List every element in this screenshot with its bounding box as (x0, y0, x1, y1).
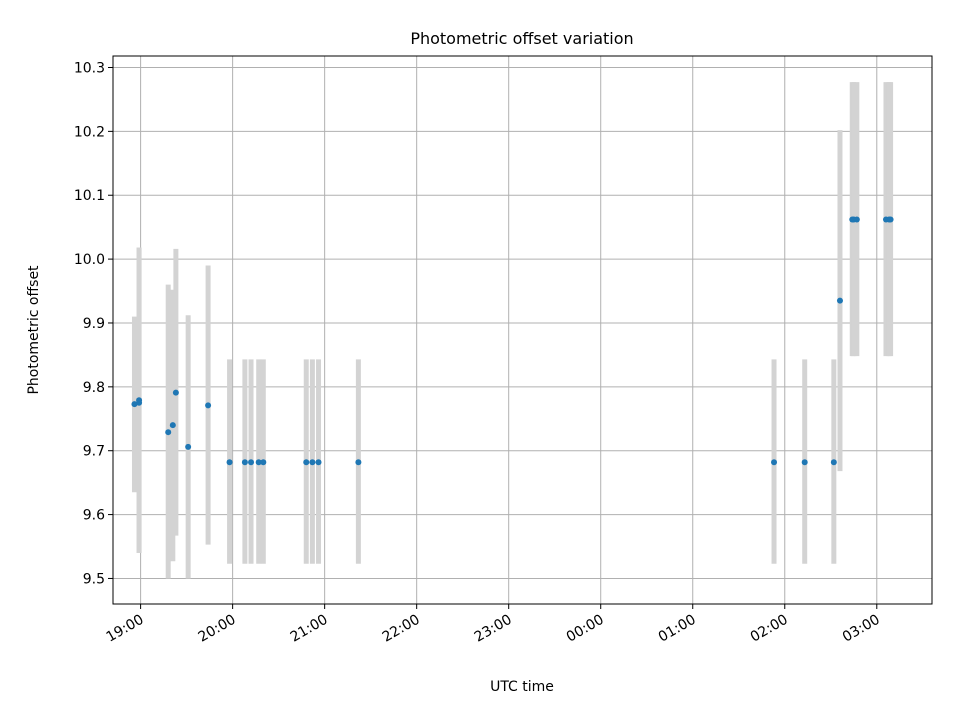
data-point (241, 459, 248, 466)
data-point (260, 459, 267, 466)
data-point (887, 216, 894, 223)
data-point (771, 459, 778, 466)
y-tick-label: 9.8 (83, 380, 105, 396)
y-tick-label: 10.3 (74, 60, 105, 76)
data-point (801, 459, 808, 466)
y-tick-label: 9.7 (83, 444, 105, 460)
y-tick-label: 9.9 (83, 316, 105, 332)
y-tick-label: 9.6 (83, 508, 105, 524)
y-axis-label: Photometric offset (26, 265, 42, 395)
data-point (303, 459, 310, 466)
data-point (853, 216, 860, 223)
data-point (830, 459, 837, 466)
x-axis-label: UTC time (490, 679, 554, 695)
data-point (169, 422, 176, 429)
data-point (136, 397, 143, 404)
y-tick-label: 10.1 (74, 188, 105, 204)
data-point (226, 459, 233, 466)
data-point (309, 459, 316, 466)
y-tick-label: 10.2 (74, 124, 105, 140)
data-point (315, 459, 322, 466)
data-point (836, 297, 843, 304)
data-point (248, 459, 255, 466)
data-point (205, 402, 212, 409)
chart-title: Photometric offset variation (410, 29, 633, 48)
data-point (172, 389, 179, 396)
data-point (165, 429, 172, 436)
data-point (255, 459, 262, 466)
data-points (131, 216, 894, 466)
data-point (131, 401, 138, 408)
plot-frame (112, 55, 933, 605)
data-point (355, 459, 362, 466)
data-point (185, 443, 192, 450)
y-axis-ticks: 9.5 9.6 9.7 9.8 9.9 10.0 10.1 10.2 10.3 (74, 60, 113, 587)
y-tick-label: 10.0 (74, 252, 105, 268)
y-tick-label: 9.5 (83, 571, 105, 587)
